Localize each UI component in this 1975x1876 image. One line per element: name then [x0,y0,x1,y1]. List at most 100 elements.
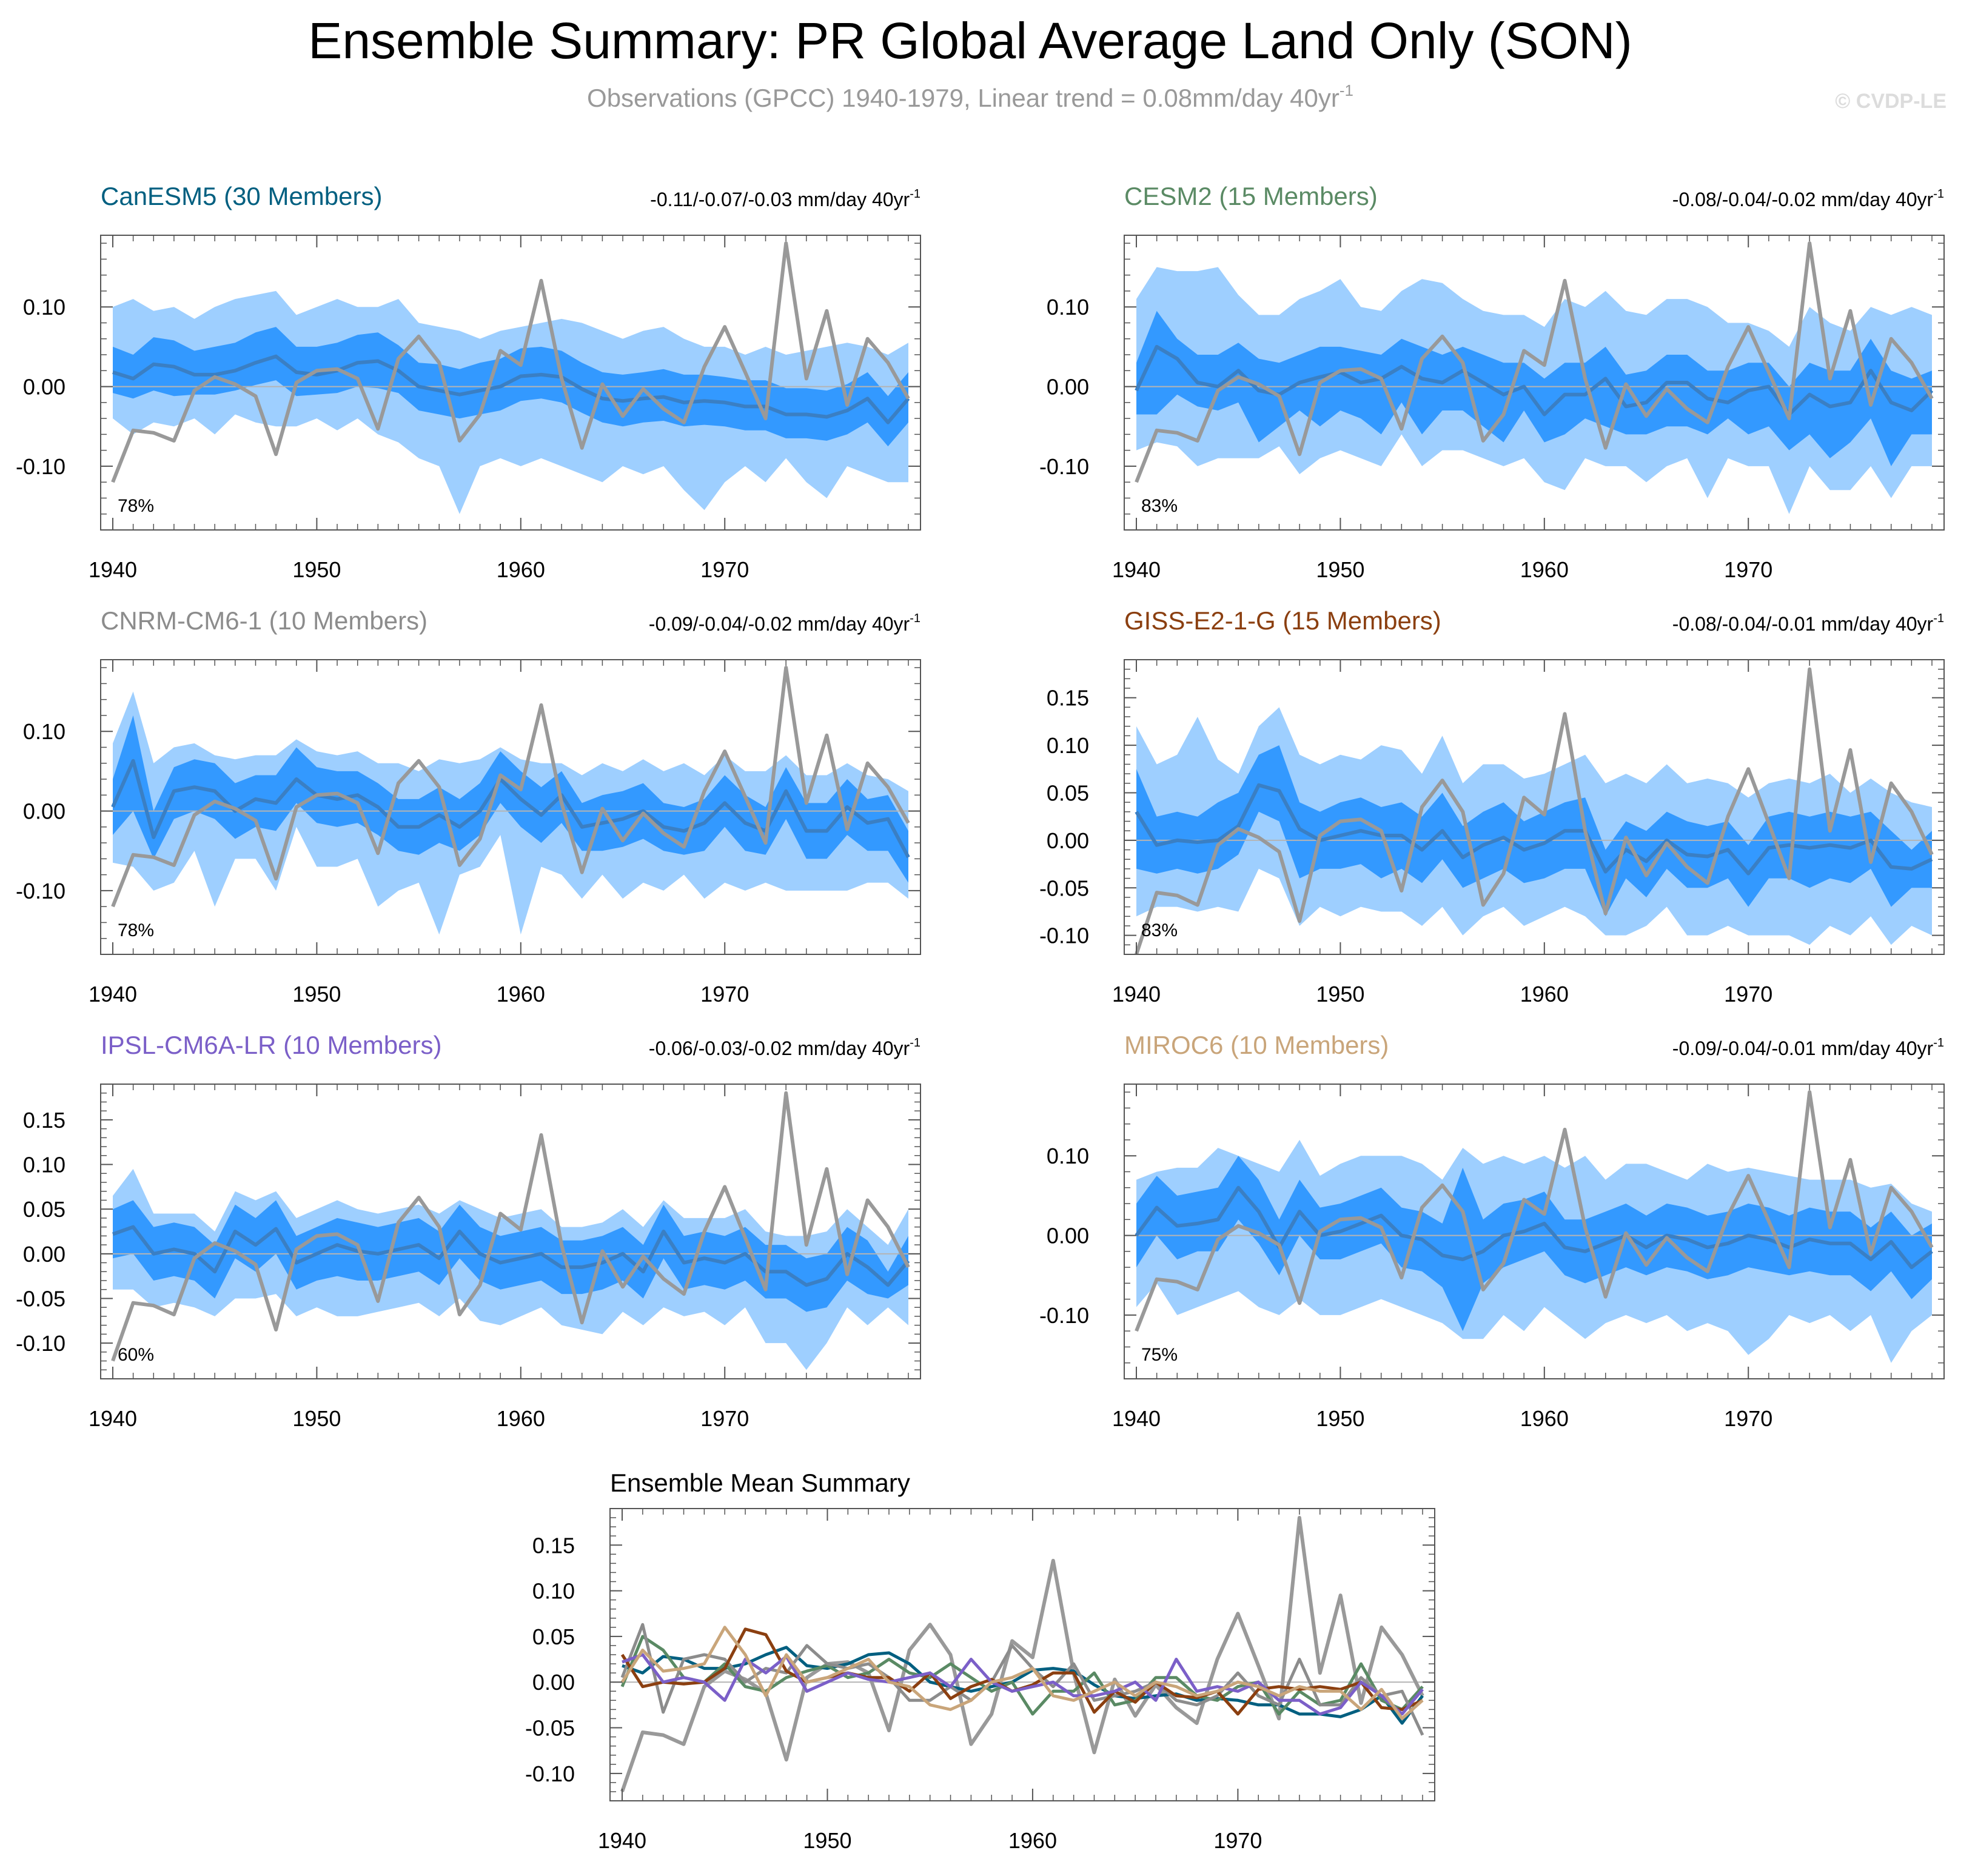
observations-line [1135,1090,1934,1332]
observations-line [111,666,910,908]
x-tick-label: 1940 [1112,982,1161,1007]
ensemble-mean-line [112,1225,910,1287]
panel-frame [100,1084,921,1379]
trend-text: -0.09/-0.04/-0.02 mm/day 40yr [649,613,910,635]
x-tick-label: 1940 [89,1406,137,1431]
trend-superscript: -1 [910,612,920,625]
series-line-canesm5 [622,1646,1424,1725]
y-tick-label: 0.10 [1047,295,1089,320]
figure-subtitle: Observations (GPCC) 1940-1979, Linear tr… [587,81,1353,112]
ensemble-mean-line [111,759,910,859]
plot-area [1124,667,1944,954]
panel-1: -0.10 0.00 0.10 1940 1950 1960 1970 CESM2 (15 M… [1039,182,1945,582]
panel-2: -0.10 0.00 0.10 1940 1950 1960 1970 CNRM-CM6-1 … [16,606,921,1007]
panel-0: -0.10 0.00 0.10 1940 1950 1960 1970 CanESM5 (30… [16,182,921,582]
series-line-ipsl-cm6a-lr [622,1653,1424,1716]
x-tick-label: 1950 [1316,1406,1364,1431]
y-tick-label: 0.00 [23,799,65,824]
y-tick-label: 0.10 [1047,1144,1089,1168]
y-tick-label: -0.10 [16,879,65,903]
x-tick-label: 1950 [292,982,341,1007]
trend-text: -0.09/-0.04/-0.01 mm/day 40yr [1672,1037,1934,1059]
observations-line [1135,667,1934,954]
x-tick-label: 1940 [89,557,137,582]
band-25-75 [113,1200,908,1312]
trend-label: -0.08/-0.04/-0.02 mm/day 40yr-1 [1672,187,1944,210]
x-tick-label: 1970 [1724,1406,1772,1431]
trend-label: -0.06/-0.03/-0.02 mm/day 40yr-1 [649,1036,920,1059]
y-tick-label: 0.10 [23,719,65,744]
plot-area [1124,241,1944,514]
y-tick-label: 0.15 [532,1533,575,1558]
subtitle-superscript: -1 [1340,81,1353,99]
y-tick-label: -0.10 [1039,454,1089,479]
trend-text: -0.08/-0.04/-0.02 mm/day 40yr [1672,189,1934,210]
x-tick-label: 1960 [1008,1828,1057,1853]
trend-superscript: -1 [910,1036,920,1050]
x-tick-label: 1970 [700,557,749,582]
y-tick-label: 0.05 [1047,780,1089,805]
panel-3: -0.10 -0.05 0.00 0.05 0.10 0.15 1940 1950 1960 19… [1039,606,1945,1007]
panel-title: CanESM5 (30 Members) [101,182,382,210]
y-tick-label: -0.10 [1039,923,1089,948]
y-tick-label: 0.00 [532,1670,575,1695]
panel-frame [100,659,921,955]
panel-frame [609,1508,1435,1801]
panel-frame [1124,235,1945,531]
panels: -0.10 0.00 0.10 1940 1950 1960 1970 CanESM5 (30… [16,182,1945,1853]
subtitle-text: Observations (GPCC) 1940-1979, Linear tr… [587,84,1340,112]
percent-label: 78% [118,920,154,940]
x-tick-label: 1950 [1316,982,1364,1007]
y-tick-label: -0.10 [16,454,65,479]
trend-superscript: -1 [1933,612,1944,625]
ensemble-mean-line [1135,1185,1933,1270]
ensemble-mean-line [1135,783,1933,876]
panel-title: Ensemble Mean Summary [610,1469,910,1497]
ensemble-mean-line [1135,344,1934,417]
y-tick-label: -0.10 [16,1331,65,1356]
y-tick-label: 0.05 [23,1197,65,1222]
x-tick-label: 1950 [292,1406,341,1431]
trend-superscript: -1 [1933,187,1944,201]
x-tick-label: 1960 [497,982,545,1007]
trend-superscript: -1 [910,187,920,201]
series-line-miroc6 [620,1626,1424,1720]
trend-label: -0.11/-0.07/-0.03 mm/day 40yr-1 [650,187,920,210]
band-25-75 [1136,310,1932,466]
plot-area [1124,1090,1944,1363]
copyright-label: © CVDP-LE [1835,90,1946,113]
y-tick-label: 0.10 [532,1579,575,1604]
trend-superscript: -1 [1933,1036,1944,1050]
x-tick-label: 1960 [1520,982,1569,1007]
series-line-cesm2 [620,1635,1424,1716]
panel-title: MIROC6 (10 Members) [1124,1031,1389,1059]
x-tick-label: 1960 [1520,1406,1569,1431]
x-tick-label: 1950 [1316,557,1364,582]
y-tick-label: -0.05 [1039,876,1089,900]
observations-line [111,241,910,483]
y-tick-label: -0.10 [1039,1303,1089,1328]
panel-4: -0.10 -0.05 0.00 0.05 0.10 0.15 1940 1950 1960 19… [16,1031,921,1431]
panel-5: -0.10 0.00 0.10 1940 1950 1960 1970 MIROC6 (10 … [1039,1031,1945,1431]
y-tick-label: -0.05 [525,1716,575,1741]
x-tick-label: 1960 [1520,557,1569,582]
x-tick-label: 1970 [700,1406,749,1431]
trend-text: -0.08/-0.04/-0.01 mm/day 40yr [1672,613,1934,635]
panel-frame [1124,659,1945,955]
x-tick-label: 1970 [1724,557,1772,582]
y-tick-label: 0.00 [1047,375,1089,400]
y-tick-label: 0.00 [23,375,65,400]
panel-title: IPSL-CM6A-LR (10 Members) [101,1031,441,1059]
y-tick-label: -0.10 [525,1761,575,1786]
ensemble-mean-line [112,354,910,424]
panel-frame [1124,1084,1945,1379]
plot-area [101,666,920,935]
y-tick-label: 0.00 [23,1242,65,1267]
plot-area [610,1516,1435,1792]
trend-text: -0.11/-0.07/-0.03 mm/day 40yr [650,189,910,210]
panel-title: CESM2 (15 Members) [1124,182,1378,210]
x-tick-label: 1970 [700,982,749,1007]
band-25-75 [113,715,908,883]
panel-title: GISS-E2-1-G (15 Members) [1124,606,1441,635]
plot-area [101,241,920,514]
